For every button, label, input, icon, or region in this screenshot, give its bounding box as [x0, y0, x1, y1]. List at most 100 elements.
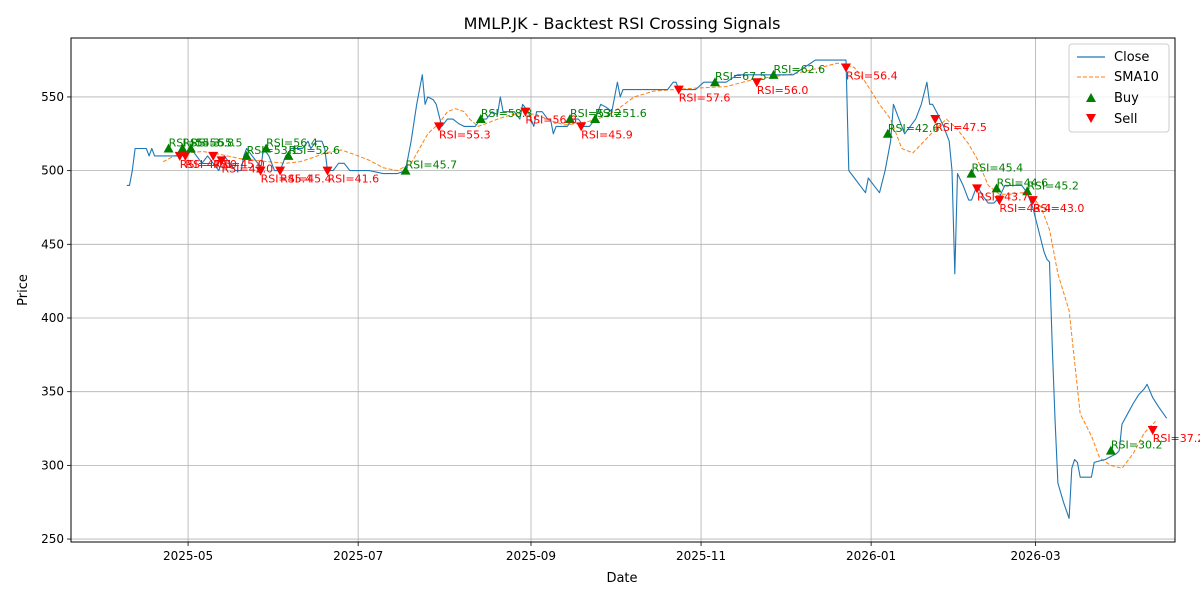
sma10-line — [162, 62, 1156, 469]
sell-signal-marker — [994, 196, 1005, 206]
x-axis: 2025-05 2025-07 2025-09 2025-11 2026-01 2026-… — [163, 542, 1061, 563]
buy-signal-label: RSI=45.7 — [406, 159, 458, 172]
sell-signal-label: RSI=45.0 — [213, 158, 265, 171]
buy-signal-marker — [710, 77, 720, 87]
sell-signal-marker — [216, 156, 227, 166]
sell-signal-label: RSI=37.2 — [1153, 432, 1200, 445]
sell-signal-marker — [275, 166, 286, 176]
y-tick-label: 400 — [41, 311, 64, 325]
sell-signal-marker — [930, 115, 941, 125]
buy-signal-label: RSI=45.4 — [971, 162, 1023, 175]
buy-signal-label: RSI=51.6 — [595, 107, 647, 120]
buy-signal-label: RSI=62.6 — [774, 63, 826, 76]
sell-signal-label: RSI=43.0 — [1033, 202, 1085, 215]
buy-signal-label: RSI=52.6 — [288, 144, 340, 157]
buy-signal-marker — [261, 143, 272, 153]
x-tick-label: 2025-05 — [163, 549, 213, 563]
buy-signal-marker — [400, 165, 411, 175]
buy-signal-marker — [475, 114, 486, 124]
sell-signal-label: RSI=41.6 — [327, 173, 379, 186]
plot-background — [71, 38, 1175, 542]
buy-signal-marker — [1105, 445, 1116, 455]
buy-signal-label: RSI=44.6 — [997, 176, 1049, 189]
buy-signal-label: RSI=30.2 — [1111, 439, 1163, 452]
buy-signal-marker — [991, 183, 1002, 193]
sell-signal-marker — [751, 78, 762, 88]
sell-signal-marker — [972, 184, 983, 194]
plot-area: RSI=55.3 RSI=47.5 RSI=56.8 RSI=40.0 RSI=55.5… — [70, 37, 1200, 543]
sell-signal-label: RSI=45.4 — [280, 173, 332, 186]
sell-signal-label: RSI=40.0 — [185, 158, 237, 171]
buy-signal-label: RSI=56.4 — [266, 137, 318, 150]
sell-signal-marker — [673, 85, 684, 95]
buy-signal-marker — [1022, 186, 1033, 196]
sell-signal-marker — [180, 151, 191, 161]
y-tick-label: 250 — [41, 532, 64, 546]
sell-signal-marker — [322, 166, 333, 176]
legend: Close SMA10 Buy Sell — [1068, 43, 1170, 133]
signal-labels: RSI=55.3 RSI=47.5 RSI=56.8 RSI=40.0 RSI=55.5… — [169, 63, 1200, 452]
legend-sell-marker — [1086, 114, 1096, 123]
buy-signal-label: RSI=56.8 — [183, 137, 235, 150]
buy-signal-marker — [163, 143, 174, 153]
x-axis-label: Date — [606, 571, 637, 586]
sell-signal-label: RSI=43.4 — [999, 202, 1051, 215]
sell-signal-label: RSI=42.0 — [222, 162, 274, 175]
sell-signal-marker — [208, 151, 219, 161]
sell-signal-marker — [1147, 426, 1158, 435]
buy-signal-label: RSI=45.2 — [1027, 179, 1079, 192]
grid — [71, 38, 1175, 542]
x-tick-label: 2025-07 — [333, 549, 383, 563]
y-tick-label: 300 — [41, 458, 64, 472]
sma-series — [162, 62, 1156, 469]
sell-signal-label: RSI=56.0 — [757, 84, 809, 97]
sell-signal-label: RSI=43.7 — [977, 190, 1029, 203]
sell-signal-label: RSI=47.5 — [935, 121, 987, 134]
buy-signal-label: RSI=55.3 — [169, 137, 221, 150]
x-tick-label: 2025-09 — [506, 549, 556, 563]
y-tick-label: 350 — [41, 385, 64, 399]
legend-box — [1068, 43, 1170, 133]
buy-signal-label: RSI=53.2 — [570, 107, 622, 120]
y-tick-label: 500 — [41, 164, 64, 178]
sell-signal-marker — [1027, 196, 1038, 206]
plot-frame — [70, 37, 1176, 543]
sell-signal-label: RSI=56.8 — [525, 114, 577, 127]
legend-buy-marker — [1086, 93, 1096, 102]
buy-signal-marker — [283, 150, 294, 160]
sell-signal-label: RSI=45.9 — [581, 128, 633, 141]
sell-signal-marker — [576, 122, 587, 132]
sell-signal-marker — [255, 166, 266, 176]
sell-signal-label: RSI=47.5 — [180, 158, 232, 171]
legend-close-label: Close — [1114, 50, 1149, 65]
signal-markers — [163, 63, 1158, 455]
sell-signal-marker — [520, 107, 531, 117]
buy-signal-label: RSI=58.3 — [481, 107, 533, 120]
chart-title: MMLP.JK - Backtest RSI Crossing Signals — [464, 14, 781, 33]
buy-signal-label: RSI=42.6 — [888, 122, 940, 135]
buy-signal-marker — [185, 143, 196, 153]
legend-buy-label: Buy — [1114, 91, 1139, 106]
x-tick-label: 2026-03 — [1011, 549, 1061, 563]
buy-signal-marker — [565, 114, 576, 124]
buy-signal-label: RSI=55.5 — [191, 137, 243, 150]
buy-signal-marker — [882, 128, 893, 138]
buy-signal-marker — [768, 69, 779, 79]
sell-signal-label: RSI=56.4 — [846, 69, 898, 82]
legend-sell-label: Sell — [1114, 112, 1137, 127]
buy-signal-marker — [966, 168, 977, 178]
sell-signal-label: RSI=57.6 — [679, 92, 731, 105]
y-axis: 250 300 350 400 450 500 550 — [41, 90, 71, 546]
y-tick-label: 450 — [41, 237, 64, 251]
sell-signal-marker — [434, 122, 444, 132]
buy-signal-marker — [177, 143, 188, 153]
sell-signal-label: RSI=45.4 — [261, 173, 313, 186]
buy-signal-label: RSI=53.1 — [247, 144, 299, 157]
buy-signal-label: RSI=67.5 — [715, 70, 767, 83]
sell-signal-label: RSI=55.3 — [439, 128, 491, 141]
x-tick-label: 2025-11 — [676, 549, 726, 563]
y-axis-label: Price — [16, 274, 31, 306]
buy-signal-marker — [590, 114, 601, 124]
x-tick-label: 2026-01 — [846, 549, 896, 563]
